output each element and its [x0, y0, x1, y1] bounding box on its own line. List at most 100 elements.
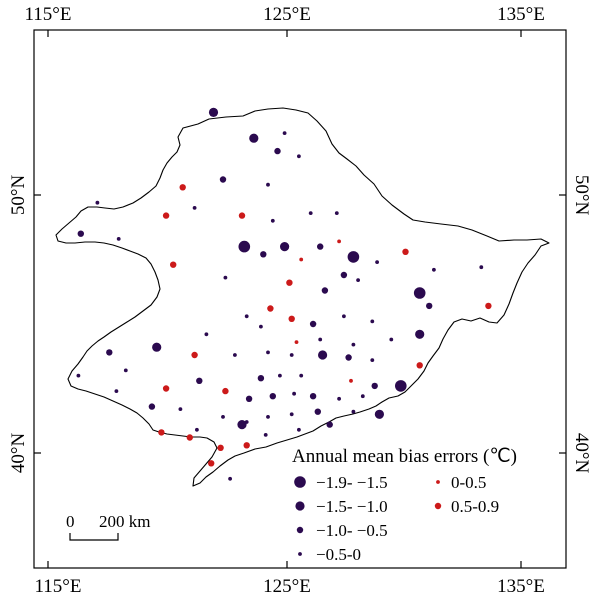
station-marker: [266, 415, 270, 419]
top-lon-label-115: 115°E: [25, 4, 72, 25]
station-marker: [148, 403, 156, 410]
station-marker: [342, 314, 346, 319]
station-marker: [479, 265, 484, 270]
station-marker: [351, 342, 356, 347]
station-marker: [77, 230, 85, 237]
station-marker: [158, 429, 165, 436]
station-marker: [314, 408, 321, 415]
legend-symbol-neg-1.5-1.0: [295, 501, 305, 511]
station-marker: [309, 320, 317, 328]
station-marker: [274, 147, 281, 155]
station-marker: [395, 380, 407, 392]
left-lat-label-50: 50°N: [8, 175, 29, 216]
station-marker: [195, 427, 199, 432]
station-marker: [270, 218, 275, 223]
station-marker: [299, 373, 304, 378]
legend-label-pos-0.5-0.9: 0.5-0.9: [451, 497, 499, 516]
scale-bar-line: [69, 533, 119, 541]
station-marker: [415, 329, 425, 339]
scale-bar-zero-label: 0: [66, 512, 75, 531]
station-marker: [317, 243, 324, 250]
station-marker: [179, 184, 186, 191]
station-marker: [347, 251, 360, 263]
station-marker: [360, 394, 365, 399]
legend-symbol-pos-0-0.5: [436, 480, 440, 484]
station-marker: [282, 131, 287, 136]
top-lon-label-135: 135°E: [497, 4, 545, 25]
station-marker: [485, 302, 492, 310]
station-marker: [263, 433, 268, 437]
station-marker: [286, 279, 293, 286]
station-marker: [280, 242, 290, 252]
station-marker: [389, 337, 394, 342]
station-marker: [292, 391, 296, 396]
station-marker: [260, 251, 267, 258]
station-marker: [208, 107, 219, 117]
bottom-lon-label-125: 125°E: [263, 576, 311, 597]
station-marker: [178, 407, 183, 411]
station-marker: [114, 389, 119, 393]
station-marker: [351, 409, 356, 414]
station-marker: [238, 212, 246, 219]
legend: Annual mean bias errors (℃) −1.9- −1.5 −…: [292, 446, 517, 564]
legend-title: Annual mean bias errors (℃): [292, 446, 517, 467]
station-marker: [162, 212, 170, 219]
station-marker: [238, 240, 251, 253]
station-marker: [259, 324, 263, 329]
station-marker: [191, 351, 198, 359]
station-marker: [249, 133, 259, 143]
station-marker: [345, 354, 352, 361]
station-marker: [278, 373, 282, 378]
legend-symbol-neg-1.0-0.5: [296, 526, 304, 534]
station-marker: [269, 393, 276, 400]
station-marker: [266, 182, 270, 187]
station-marker: [299, 257, 304, 262]
legend-label-neg-1.5-1.0: −1.5- −1.0: [316, 497, 388, 516]
station-marker: [170, 261, 177, 268]
station-marker: [257, 375, 265, 382]
station-marker: [288, 315, 295, 322]
station-marker: [123, 368, 128, 373]
station-marker: [349, 378, 353, 383]
station-marker: [95, 200, 100, 205]
station-marker: [267, 305, 274, 312]
legend-label-neg-1.0-0.5: −1.0- −0.5: [316, 521, 388, 540]
station-marker: [266, 350, 270, 355]
station-marker: [237, 420, 247, 430]
graticule-ticks: [34, 30, 566, 568]
station-marker: [375, 260, 379, 264]
station-marker: [426, 302, 433, 310]
bottom-lon-label-135: 135°E: [497, 576, 545, 597]
station-marker: [162, 385, 170, 392]
scale-bar-distance-label: 200 km: [99, 512, 150, 531]
station-marker: [217, 444, 224, 451]
station-marker: [294, 340, 299, 344]
left-lat-label-40: 40°N: [8, 433, 29, 474]
station-marker: [289, 353, 294, 357]
station-marker: [219, 176, 227, 183]
station-marker: [221, 415, 225, 419]
station-marker: [116, 237, 121, 241]
station-marker: [370, 358, 375, 362]
top-lon-label-125: 125°E: [263, 4, 311, 25]
station-marker: [233, 353, 237, 357]
station-marker: [334, 211, 339, 216]
station-marker: [318, 350, 328, 360]
scale-bar: 0 200 km: [66, 512, 150, 541]
station-marker: [402, 248, 409, 255]
station-marker: [374, 409, 384, 419]
legend-label-pos-0-0.5: 0-0.5: [451, 473, 486, 492]
station-marker: [297, 427, 301, 432]
station-marker: [243, 442, 250, 449]
station-marker: [208, 460, 215, 467]
station-marker: [337, 396, 341, 401]
station-marker: [416, 362, 423, 369]
station-marker: [186, 434, 193, 441]
station-marker: [326, 421, 333, 428]
station-marker: [106, 349, 113, 356]
station-marker: [297, 154, 301, 159]
right-lat-label-40: 40°N: [571, 433, 592, 474]
station-marker: [321, 287, 329, 294]
station-marker: [245, 395, 253, 402]
